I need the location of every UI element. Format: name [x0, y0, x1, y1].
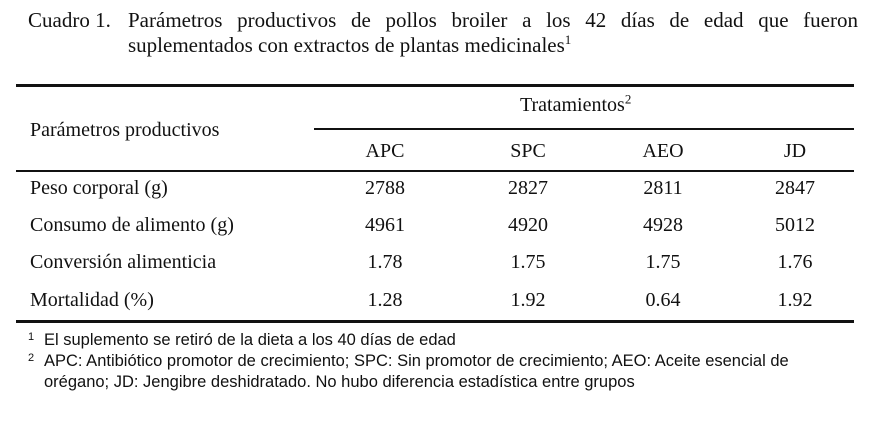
- table-caption: Cuadro 1. Parámetros productivos de poll…: [28, 8, 858, 58]
- treatments-footnote-ref: 2: [624, 91, 632, 107]
- cell-peso-spc: 2827: [508, 177, 548, 199]
- column-header-apc: APC: [365, 140, 405, 162]
- cell-consumo-apc: 4961: [365, 214, 405, 236]
- caption-title-line1: Parámetros productivos de pollos broiler…: [128, 8, 858, 32]
- footnote-1-text: El suplemento se retiró de la dieta a lo…: [44, 331, 456, 349]
- footnote-1-mark: 1: [28, 331, 35, 343]
- row-label-consumo: Consumo de alimento (g): [30, 214, 234, 236]
- caption-label: Cuadro 1.: [28, 8, 111, 32]
- cell-mortalidad-aeo: 0.64: [645, 289, 681, 311]
- footnote-2-text: APC: Antibiótico promotor de crecimiento…: [44, 352, 789, 391]
- row-label-conversion: Conversión alimenticia: [30, 251, 217, 273]
- footnote-2-mark: 2: [28, 352, 35, 364]
- cell-mortalidad-apc: 1.28: [367, 289, 403, 311]
- cell-consumo-jd: 5012: [775, 214, 815, 236]
- cell-mortalidad-jd: 1.92: [777, 289, 813, 311]
- column-header-aeo: AEO: [642, 140, 684, 162]
- table-top-rule: [16, 84, 854, 87]
- column-header-jd: JD: [783, 140, 807, 162]
- row-label-mortalidad: Mortalidad (%): [30, 289, 154, 311]
- caption-title-line2: suplementados con extractos de plantas m…: [128, 33, 565, 57]
- cell-mortalidad-spc: 1.92: [510, 289, 546, 311]
- table-bottom-rule: [16, 320, 854, 323]
- header-bottom-rule: [16, 170, 854, 172]
- param-column-header: Parámetros productivos: [30, 119, 220, 141]
- column-header-spc: SPC: [510, 140, 546, 162]
- cell-conversion-apc: 1.78: [367, 251, 403, 273]
- row-label-peso: Peso corporal (g): [30, 177, 168, 199]
- cell-conversion-spc: 1.75: [510, 251, 546, 273]
- cell-consumo-aeo: 4928: [643, 214, 683, 236]
- group-header-rule: [314, 128, 854, 130]
- footnote-1: 1 El suplemento se retiró de la dieta a …: [28, 330, 858, 351]
- caption-footnote-ref: 1: [564, 32, 572, 47]
- cell-conversion-aeo: 1.75: [645, 251, 681, 273]
- cell-peso-jd: 2847: [775, 177, 815, 199]
- cell-conversion-jd: 1.76: [777, 251, 813, 273]
- footnote-2: 2 APC: Antibiótico promotor de crecimien…: [28, 351, 858, 393]
- table-footnotes: 1 El suplemento se retiró de la dieta a …: [28, 330, 858, 393]
- cell-consumo-spc: 4920: [508, 214, 548, 236]
- cell-peso-aeo: 2811: [643, 177, 683, 199]
- cell-peso-apc: 2788: [365, 177, 405, 199]
- treatments-group-header: Tratamientos2: [520, 91, 632, 116]
